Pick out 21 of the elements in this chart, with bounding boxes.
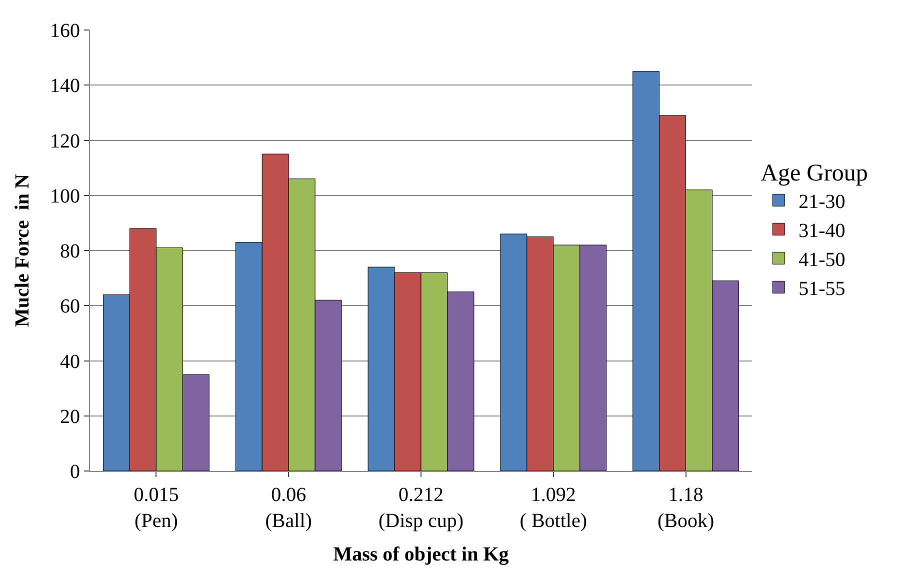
y-tick-label: 40 xyxy=(60,350,80,373)
y-tick-label: 140 xyxy=(50,75,80,98)
y-tick-label: 80 xyxy=(60,240,80,262)
x-tick-label: 1.092 ( Bottle) xyxy=(520,484,588,532)
legend-label: 31-40 xyxy=(798,220,846,242)
legend-label: 41-50 xyxy=(798,248,846,271)
y-tick-label: 0 xyxy=(70,461,80,483)
y-tick-label: 100 xyxy=(50,185,80,208)
y-tick-label: 160 xyxy=(50,20,80,42)
legend-label: 21-30 xyxy=(798,190,846,213)
x-tick-label: 1.18 (Book) xyxy=(657,484,714,532)
y-tick-label: 60 xyxy=(60,296,80,318)
x-tick-label: 0.212 (Disp cup) xyxy=(378,484,464,532)
legend-title: Age Group xyxy=(760,160,868,187)
x-tick-label: 0.06 (Ball) xyxy=(265,484,312,532)
x-axis-title: Mass of object in Kg xyxy=(333,544,509,566)
y-tick-label: 120 xyxy=(50,130,80,152)
y-tick-label: 20 xyxy=(60,406,80,428)
x-tick-label: 0.015 (Pen) xyxy=(134,484,179,532)
legend-label: 51-55 xyxy=(798,278,846,300)
y-axis-title: Mucle Force in N xyxy=(12,173,34,327)
